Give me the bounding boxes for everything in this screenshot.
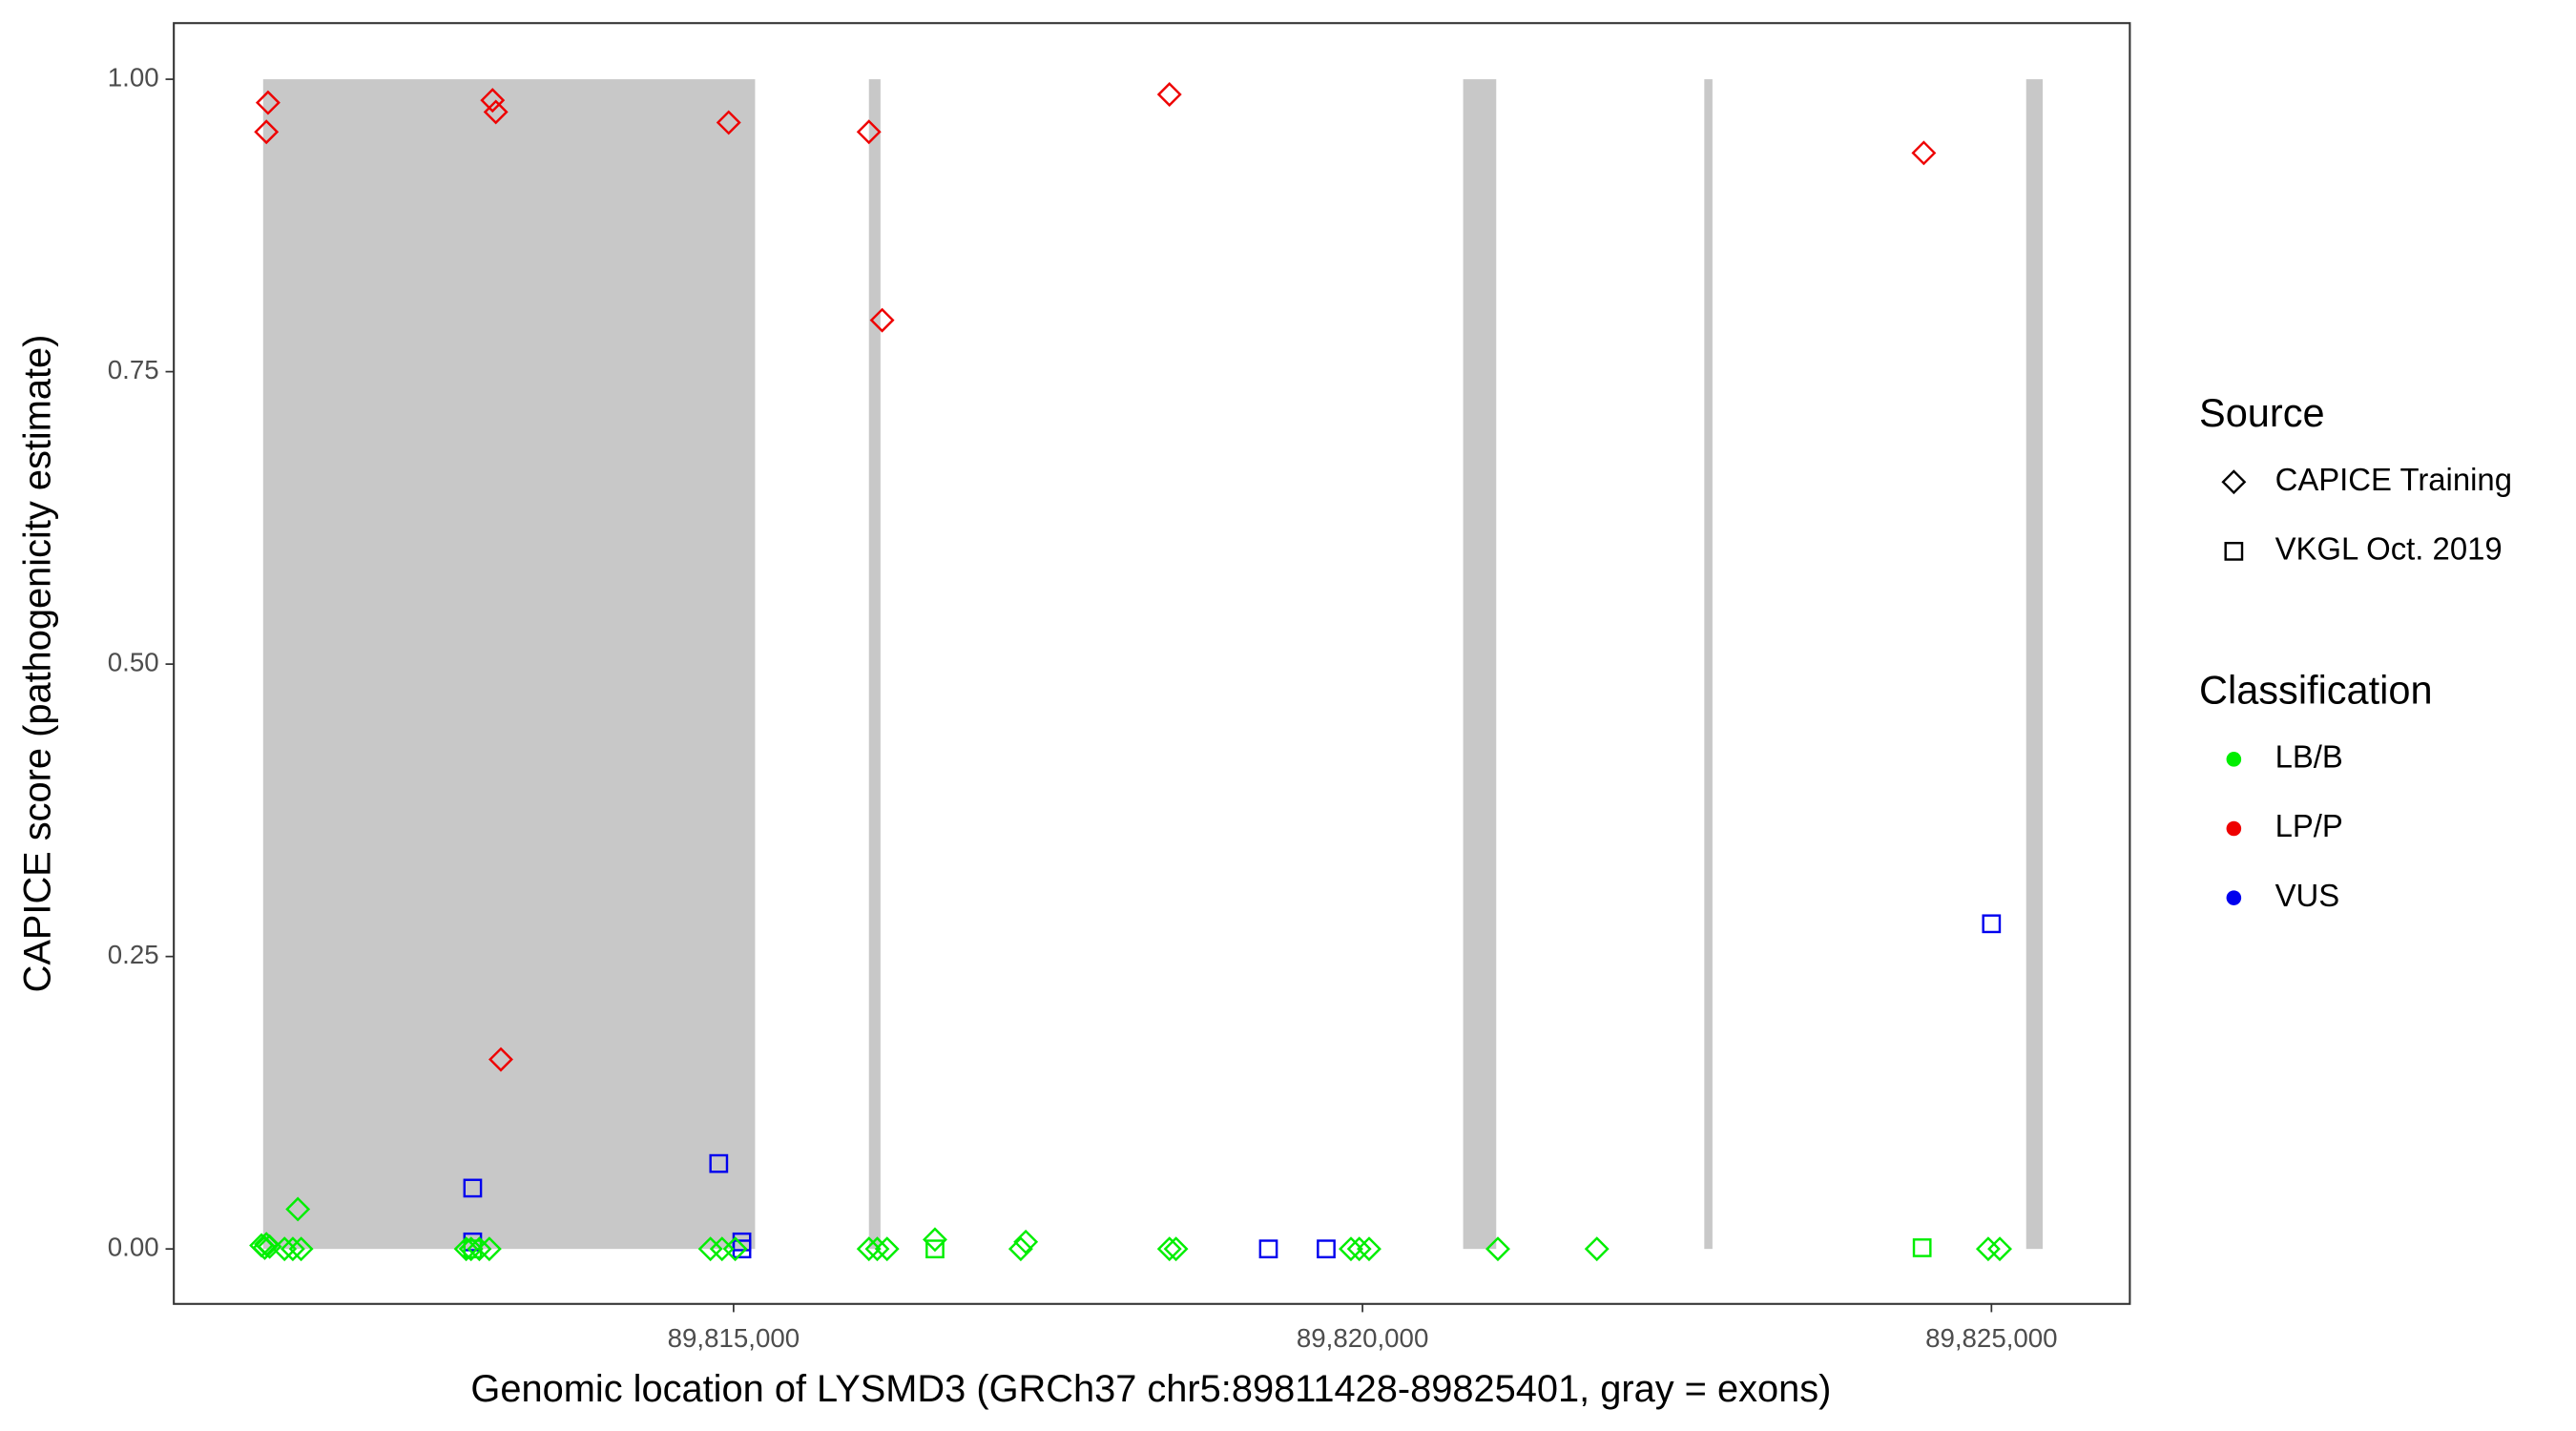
point bbox=[1156, 1236, 1182, 1262]
point bbox=[722, 1236, 748, 1262]
y-tick-label: 0.75 bbox=[108, 355, 159, 384]
point bbox=[285, 1196, 311, 1222]
y-axis-label: CAPICE score (pathogenicity estimate) bbox=[17, 335, 59, 993]
y-tick-label: 1.00 bbox=[108, 62, 159, 92]
point bbox=[463, 1239, 483, 1259]
legend-symbol bbox=[2226, 752, 2242, 767]
point bbox=[488, 1047, 513, 1072]
exon bbox=[2025, 79, 2043, 1250]
point bbox=[467, 1236, 492, 1262]
point bbox=[463, 1178, 483, 1198]
point bbox=[1987, 1236, 2012, 1262]
point bbox=[1258, 1239, 1278, 1259]
x-tick-label: 89,825,000 bbox=[1925, 1323, 2057, 1353]
point bbox=[856, 1236, 882, 1262]
point bbox=[925, 1239, 945, 1259]
point bbox=[709, 1153, 729, 1173]
point bbox=[1008, 1236, 1033, 1262]
plot-border bbox=[173, 22, 2131, 1305]
point bbox=[716, 110, 741, 135]
point bbox=[864, 1236, 890, 1262]
exon bbox=[868, 79, 881, 1250]
point bbox=[255, 90, 280, 115]
point bbox=[1911, 140, 1937, 166]
point bbox=[252, 1234, 278, 1260]
point bbox=[280, 1236, 305, 1262]
point bbox=[1975, 1236, 2001, 1262]
legend-symbol bbox=[2221, 469, 2247, 495]
point bbox=[257, 1234, 282, 1259]
point bbox=[1485, 1236, 1510, 1262]
point bbox=[1163, 1236, 1189, 1262]
legend-symbol bbox=[2226, 820, 2242, 837]
y-tick-label: 0.50 bbox=[108, 647, 159, 676]
point bbox=[869, 307, 895, 333]
point bbox=[874, 1236, 900, 1262]
y-tick-label: 0.00 bbox=[108, 1232, 159, 1261]
exon bbox=[1704, 79, 1713, 1250]
point bbox=[1317, 1239, 1336, 1259]
point bbox=[1346, 1236, 1372, 1262]
legend-label: VUS bbox=[2275, 878, 2340, 913]
legend-symbol bbox=[2226, 890, 2242, 905]
point bbox=[923, 1227, 947, 1253]
y-tick-label: 0.25 bbox=[108, 940, 159, 969]
legend-label: CAPICE Training bbox=[2275, 462, 2512, 497]
legend-label: LB/B bbox=[2275, 739, 2343, 775]
exon bbox=[1463, 79, 1497, 1250]
x-tick-label: 89,815,000 bbox=[668, 1323, 800, 1353]
point bbox=[483, 99, 509, 125]
point bbox=[1013, 1229, 1039, 1255]
legend-title: Source bbox=[2199, 390, 2325, 435]
x-axis-label: Genomic location of LYSMD3 (GRCh37 chr5:… bbox=[470, 1368, 1831, 1410]
point bbox=[697, 1236, 723, 1262]
legend-label: LP/P bbox=[2275, 808, 2343, 843]
legend-symbol bbox=[2224, 541, 2244, 561]
point bbox=[476, 1236, 502, 1262]
legend-label: VKGL Oct. 2019 bbox=[2275, 531, 2503, 567]
exon bbox=[262, 79, 756, 1250]
point bbox=[1156, 82, 1182, 107]
point bbox=[288, 1236, 314, 1262]
point bbox=[480, 88, 506, 114]
point bbox=[1982, 914, 2002, 934]
point bbox=[272, 1236, 298, 1262]
x-tick-label: 89,820,000 bbox=[1297, 1323, 1428, 1353]
point bbox=[1339, 1236, 1363, 1262]
point bbox=[254, 119, 280, 145]
point bbox=[856, 119, 882, 145]
legend-title: Classification bbox=[2199, 668, 2433, 713]
point bbox=[1357, 1236, 1381, 1262]
point bbox=[1584, 1236, 1610, 1262]
point bbox=[1912, 1238, 1932, 1257]
